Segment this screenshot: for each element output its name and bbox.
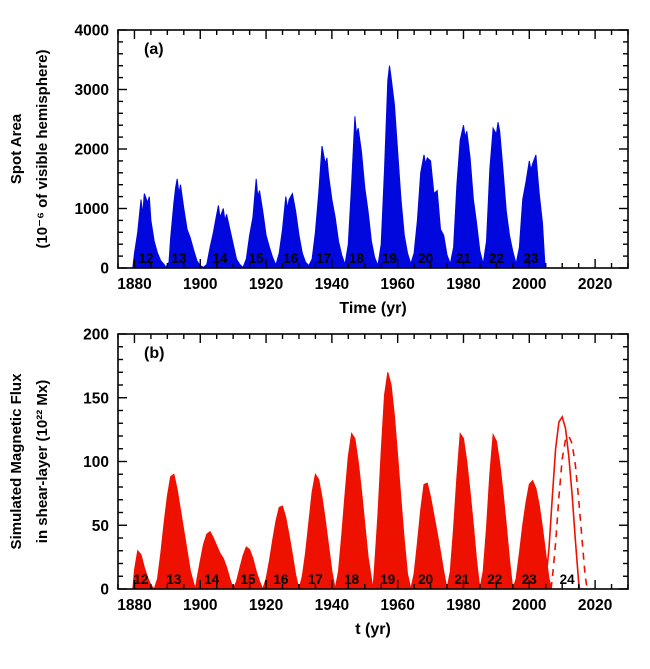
x-tick-label: 1940 [315,597,349,614]
cycle-number-label: 13 [166,572,182,587]
cycle-number-label: 22 [489,251,504,266]
x-tick-label: 1960 [380,276,414,293]
cycle-number-label: 19 [380,572,395,587]
x-tick-label: 1900 [183,597,217,614]
x-tick-label: 1920 [249,597,283,614]
x-tick-label: 1980 [446,276,480,293]
x-tick-label: 2020 [578,276,612,293]
cycle-number-label: 17 [308,572,323,587]
simulated-flux-cycles-12-23 [132,372,553,591]
y-tick-label: 50 [92,518,109,535]
y-tick-label: 0 [100,582,109,599]
cycle-number-label: 14 [212,251,228,266]
y-tick-label: 4000 [75,23,109,40]
y-tick-label: 100 [83,454,109,471]
panel-label-a: (a) [144,41,164,58]
x-tick-label: 1980 [446,597,480,614]
panel-b-chart: 1880 1900 1920 1940 1960 1980 2000 202005010015… [8,327,629,638]
spot-area-cycles-12-23 [132,65,546,269]
cycle-24-prediction-solid [543,414,581,590]
x-tick-label: 1880 [117,276,151,293]
cycle-number-label: 12 [138,251,153,266]
y-tick-label: 0 [100,261,109,278]
x-tick-label: 2000 [512,597,546,614]
cycle-number-label: 20 [418,251,433,266]
y-tick-label: 200 [83,327,109,344]
y-axis-title-line2: in shear-layer (10²² Mx) [34,380,51,543]
y-axis-title-line1: Spot Area [8,113,25,184]
y-tick-label: 2000 [75,142,109,159]
y-axis-title-line1: Simulated Magnetic Flux [8,373,25,550]
cycle-number-label: 15 [240,572,256,587]
cycle-number-label: 18 [349,251,365,266]
cycle-number-label: 18 [344,572,360,587]
cycle-number-label: 13 [171,251,187,266]
cycle-number-label: 24 [560,572,576,587]
cycle-number-label: 23 [522,572,538,587]
cycle-number-label: 22 [487,572,502,587]
y-axis-title-line2: (10⁻⁶ of visible hemisphere) [34,49,51,248]
cycle-number-label: 14 [204,572,220,587]
cycle-number-label: 12 [134,572,149,587]
cycle-number-label: 16 [273,572,289,587]
cycle-number-label: 21 [456,251,472,266]
x-tick-label: 1900 [183,276,217,293]
plot-frame [117,29,629,269]
cycle-number-label: 20 [418,572,433,587]
x-tick-label: 1920 [249,276,283,293]
x-tick-label: 1880 [117,597,151,614]
x-axis-title: t (yr) [355,621,391,638]
cycle-number-label: 15 [249,251,265,266]
y-tick-label: 1000 [75,201,109,218]
x-axis-title: Time (yr) [339,300,406,317]
cycle-number-label: 23 [523,251,539,266]
x-tick-label: 1940 [315,276,349,293]
cycle-number-label: 21 [454,572,470,587]
y-tick-label: 3000 [75,82,109,99]
cycle-number-label: 19 [382,251,397,266]
x-tick-label: 2000 [512,276,546,293]
panel-a-chart: 1880 1900 1920 1940 1960 1980 2000 202001000200… [8,23,629,317]
panel-label-b: (b) [144,345,164,362]
cycle-number-label: 16 [283,251,299,266]
x-tick-label: 2020 [578,597,612,614]
x-tick-label: 1960 [380,597,414,614]
cycle-number-label: 17 [316,251,331,266]
y-tick-label: 150 [83,390,109,407]
plot-frame [117,333,629,590]
